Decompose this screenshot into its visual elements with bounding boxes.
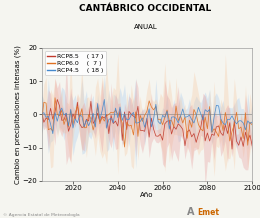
Text: © Agencia Estatal de Meteorología: © Agencia Estatal de Meteorología — [3, 213, 79, 217]
Legend: RCP8.5    ( 17 ), RCP6.0    (  7 ), RCP4.5    ( 18 ): RCP8.5 ( 17 ), RCP6.0 ( 7 ), RCP4.5 ( 18… — [45, 51, 106, 75]
Text: ANUAL: ANUAL — [134, 24, 158, 30]
Text: CANTÁBRICO OCCIDENTAL: CANTÁBRICO OCCIDENTAL — [80, 4, 212, 13]
Text: A: A — [187, 207, 195, 217]
Y-axis label: Cambio en precipitaciones intensas (%): Cambio en precipitaciones intensas (%) — [15, 45, 21, 184]
Text: Emet: Emet — [198, 208, 220, 217]
X-axis label: Año: Año — [140, 192, 154, 199]
